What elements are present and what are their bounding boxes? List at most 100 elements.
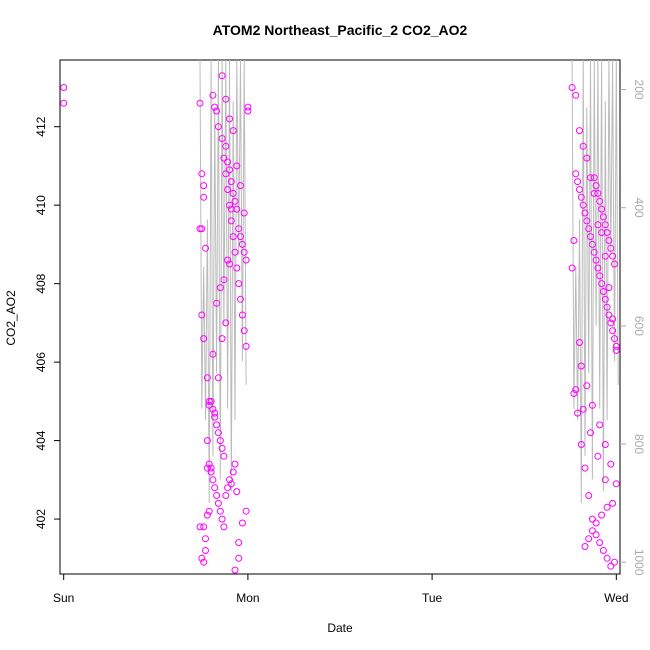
data-point: [585, 535, 593, 543]
data-point: [574, 409, 582, 417]
y-axis-label: CO2_AO2: [4, 290, 18, 346]
x-axis-label: Date: [327, 621, 353, 635]
data-point: [196, 523, 204, 531]
data-point: [222, 170, 230, 178]
data-point: [581, 464, 589, 472]
data-point: [594, 221, 602, 229]
y-tick-label: 402: [34, 509, 48, 529]
y-tick-label: 404: [34, 430, 48, 450]
data-point: [599, 547, 607, 554]
y2-tick-label: 1000: [632, 549, 646, 576]
data-point: [209, 91, 217, 99]
data-point: [196, 99, 204, 107]
data-point: [583, 154, 591, 162]
data-point: [216, 437, 224, 445]
data-point: [202, 535, 209, 543]
data-point: [570, 390, 578, 397]
data-point: [233, 162, 241, 170]
y-tick-label: 412: [34, 116, 48, 136]
data-point: [598, 511, 606, 519]
chart-title: ATOM2 Northeast_Pacific_2 CO2_AO2: [213, 22, 468, 38]
data-point: [227, 480, 235, 488]
data-point: [224, 186, 232, 193]
data-point: [218, 515, 226, 523]
data-point: [207, 397, 215, 405]
data-point: [238, 311, 246, 319]
data-point: [605, 237, 613, 244]
data-point: [574, 178, 582, 186]
data-point: [209, 405, 217, 413]
data-point: [205, 397, 213, 405]
data-point: [240, 209, 248, 217]
data-point: [592, 256, 600, 264]
data-point: [231, 248, 239, 256]
data-point: [605, 284, 613, 292]
data-point: [220, 276, 228, 284]
y2-tick-label: 800: [632, 434, 646, 454]
data-point: [599, 213, 607, 221]
data-point: [200, 523, 208, 531]
data-point: [603, 554, 611, 562]
data-point: [231, 566, 239, 574]
data-point: [592, 531, 600, 539]
data-point: [229, 189, 237, 197]
data-point: [214, 123, 222, 131]
data-point: [583, 217, 591, 225]
data-point: [213, 421, 221, 429]
data-point: [226, 115, 233, 123]
data-point: [572, 170, 580, 178]
data-point: [202, 244, 209, 252]
data-point: [235, 225, 243, 233]
data-point: [198, 311, 206, 319]
data-point: [214, 429, 222, 437]
data-point: [200, 182, 208, 190]
data-point: [60, 99, 68, 107]
data-point: [603, 229, 611, 237]
data-point: [587, 174, 594, 182]
data-point: [572, 386, 580, 394]
data-point: [220, 452, 228, 460]
data-point: [242, 507, 250, 515]
y2-tick-label: 600: [632, 316, 646, 336]
data-point: [609, 315, 617, 323]
y2-tick-label: 400: [632, 198, 646, 218]
data-point: [198, 554, 206, 562]
data-point: [609, 499, 617, 507]
data-point: [233, 488, 241, 496]
data-point: [222, 319, 230, 327]
data-point: [588, 401, 596, 409]
data-point: [222, 492, 230, 499]
x-tick-label: Mon: [236, 591, 259, 605]
data-point: [590, 189, 598, 197]
data-point: [596, 539, 604, 547]
data-point: [213, 107, 221, 115]
altitude-line-segment: [199, 60, 247, 504]
data-point: [601, 441, 609, 448]
data-point: [568, 264, 576, 272]
data-point: [607, 244, 615, 252]
data-point: [237, 233, 244, 241]
data-point: [242, 342, 250, 350]
data-point: [242, 256, 250, 264]
data-point: [203, 511, 211, 519]
x-tick-label: Tue: [422, 591, 443, 605]
data-point: [244, 103, 252, 111]
data-point: [209, 476, 217, 484]
data-point: [220, 523, 228, 531]
data-point: [229, 127, 237, 135]
data-point: [587, 429, 594, 437]
data-point: [240, 327, 248, 335]
y-tick-label: 408: [34, 273, 48, 293]
data-point: [607, 460, 615, 468]
data-point: [214, 374, 222, 382]
data-point: [577, 441, 585, 448]
data-point: [231, 460, 239, 468]
data-point: [226, 476, 233, 484]
data-point: [198, 170, 206, 178]
data-point: [581, 209, 589, 217]
data-point: [588, 527, 596, 535]
data-point: [224, 484, 232, 492]
data-point: [227, 178, 235, 186]
data-point: [570, 237, 578, 244]
